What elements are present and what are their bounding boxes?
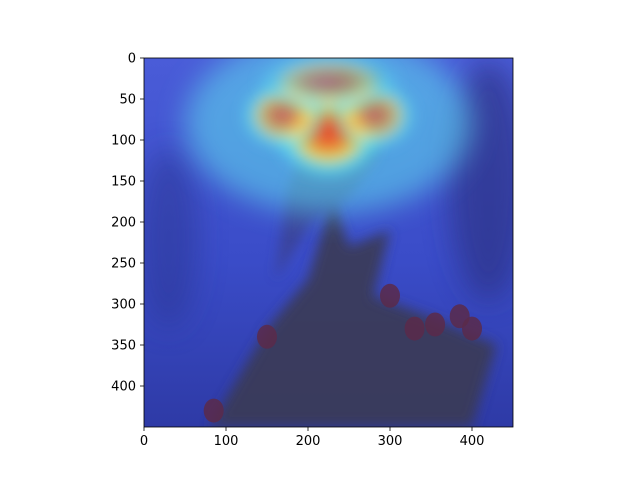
photo-scene <box>144 61 513 427</box>
y-tick-label: 300 <box>111 298 136 313</box>
pine-cone <box>404 316 425 341</box>
x-tick-label: 300 <box>378 434 403 449</box>
y-tick-label: 200 <box>111 216 136 231</box>
x-axis: 0 100 200 300 400 <box>140 427 485 449</box>
x-tick-label: 400 <box>460 434 485 449</box>
x-tick-label: 100 <box>214 434 239 449</box>
x-tick-label: 200 <box>296 434 321 449</box>
spruce-branch <box>209 197 497 427</box>
plot-frame <box>143 57 514 428</box>
x-tick-label: 0 <box>140 434 148 449</box>
y-tick-label: 50 <box>119 93 136 108</box>
pine-cone <box>203 398 224 423</box>
y-tick-label: 250 <box>111 257 136 272</box>
y-tick-label: 400 <box>111 380 136 395</box>
pine-cone <box>257 324 277 349</box>
y-tick-label: 100 <box>111 134 136 149</box>
y-tick-label: 150 <box>111 175 136 190</box>
heatmap-overlay <box>185 58 472 214</box>
pine-cone <box>425 312 446 337</box>
y-axis: 0 50 100 150 200 250 300 350 400 <box>111 52 144 395</box>
pine-cone <box>380 283 400 308</box>
y-tick-label: 350 <box>111 339 136 354</box>
plot-area <box>144 58 513 427</box>
y-tick-label: 0 <box>128 52 136 67</box>
heat-hotspot <box>254 58 403 116</box>
dark-background-left <box>144 148 199 329</box>
pine-cone <box>462 316 482 341</box>
